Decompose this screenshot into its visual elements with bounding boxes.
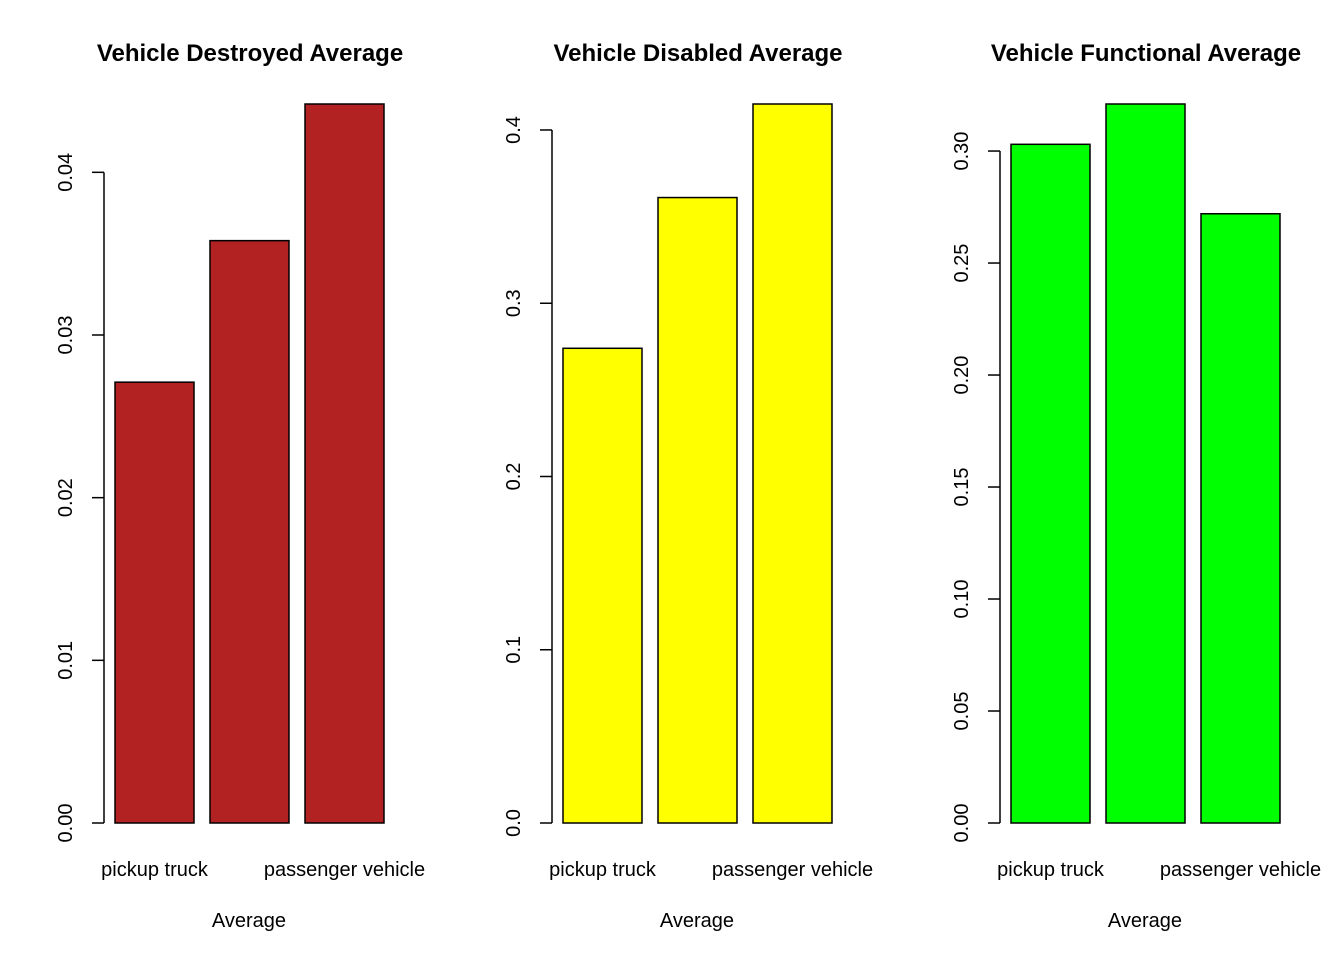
bar-2 (657, 196, 738, 824)
chart-panel-2: Vehicle Disabled Average 0.0 0.1 0.2 0.3 0.4 p… (503, 40, 873, 932)
y-tick-label: 0.00 (55, 804, 77, 843)
y-tick-label: 0.3 (503, 289, 525, 317)
x-category-label: pickup truck (549, 859, 657, 881)
y-tick-label: 0.15 (951, 468, 973, 507)
chart-title: Vehicle Functional Average (991, 40, 1301, 67)
bar-2 (1105, 103, 1186, 824)
bar-2 (209, 239, 290, 824)
y-tick-label: 0.02 (55, 478, 77, 517)
y-tick-label: 0.00 (951, 804, 973, 843)
bar-3 (1200, 213, 1281, 824)
y-tick-label: 0.03 (55, 316, 77, 355)
x-category-label: pickup truck (997, 859, 1105, 881)
bar-3 (304, 103, 385, 824)
y-tick-label: 0.1 (503, 636, 525, 664)
bar-1 (1010, 143, 1091, 824)
y-tick-label: 0.0 (503, 809, 525, 837)
chart-title: Vehicle Disabled Average (553, 40, 842, 67)
bar-3 (752, 103, 833, 824)
x-category-label: passenger vehicle (712, 859, 873, 881)
y-tick-label: 0.4 (503, 116, 525, 144)
chart-panel-1: Vehicle Destroyed Average 0.00 0.01 0.02 0.0… (55, 40, 425, 932)
bar-1 (562, 347, 643, 824)
x-axis-label: Average (660, 910, 734, 932)
x-category-label: passenger vehicle (264, 859, 425, 881)
y-tick-label: 0.25 (951, 244, 973, 283)
y-tick-label: 0.05 (951, 692, 973, 731)
x-axis-label: Average (212, 910, 286, 932)
y-tick-label: 0.20 (951, 356, 973, 395)
y-tick-label: 0.2 (503, 463, 525, 491)
bar-1 (114, 381, 195, 824)
x-category-label: pickup truck (101, 859, 209, 881)
y-tick-label: 0.10 (951, 580, 973, 619)
y-tick-label: 0.01 (55, 641, 77, 680)
y-tick-label: 0.30 (951, 132, 973, 171)
y-tick-label: 0.04 (55, 153, 77, 192)
chart-panel-3: Vehicle Functional Average 0.00 0.05 0.10 0.… (951, 40, 1321, 932)
x-axis-label: Average (1108, 910, 1182, 932)
x-category-label: passenger vehicle (1160, 859, 1321, 881)
chart-title: Vehicle Destroyed Average (97, 40, 403, 67)
